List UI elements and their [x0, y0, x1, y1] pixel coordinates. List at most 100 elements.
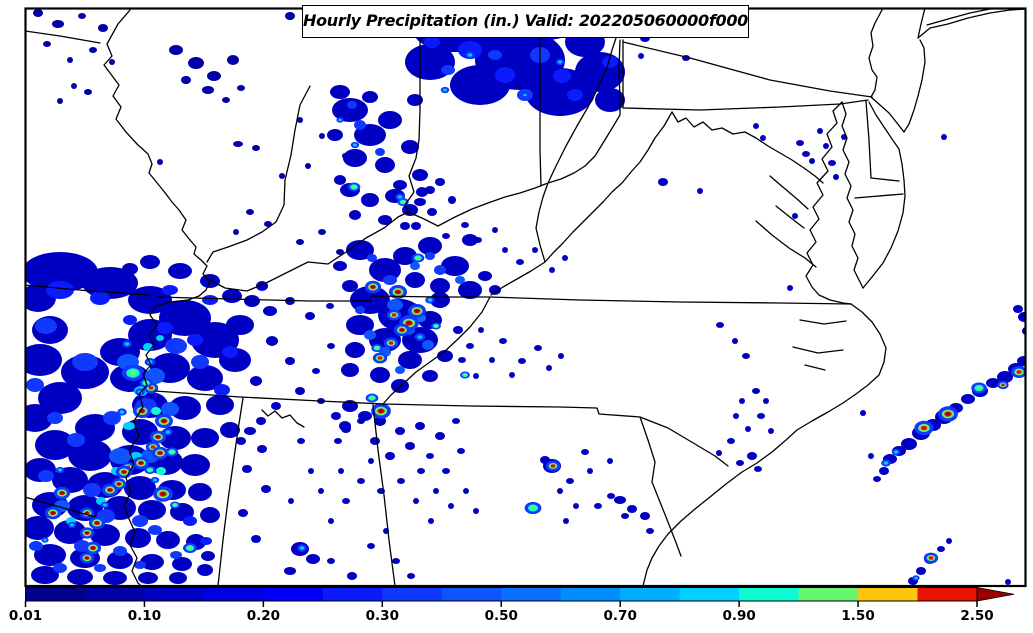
precip-core-g	[148, 468, 152, 472]
precip-blob	[180, 454, 210, 476]
precip-blob	[143, 343, 153, 351]
precip-blob	[518, 358, 526, 364]
precip-blob	[308, 468, 314, 474]
precip-blob	[1013, 305, 1023, 313]
state-border	[103, 9, 211, 585]
precip-blob	[638, 53, 644, 59]
precip-blob	[395, 366, 405, 374]
precip-blob	[1017, 356, 1025, 366]
precip-blob	[33, 9, 43, 17]
precip-blob	[760, 135, 766, 141]
precip-blob	[207, 71, 221, 81]
precip-core-dr	[945, 412, 951, 416]
precip-blob	[573, 503, 579, 509]
precip-blob	[441, 256, 469, 276]
precip-core-g	[173, 503, 177, 507]
precip-blob	[84, 89, 92, 95]
precip-blob	[306, 554, 320, 564]
precip-blob	[244, 427, 256, 435]
precip-blob	[67, 569, 93, 585]
colorbar-tick-label: 0.20	[247, 608, 280, 624]
state-border	[865, 100, 900, 182]
state-border	[622, 99, 869, 111]
precip-blob	[334, 438, 342, 444]
precip-blob	[347, 101, 357, 109]
precip-blob	[26, 516, 54, 540]
precip-blob	[424, 36, 440, 48]
precip-blob	[367, 254, 377, 262]
precip-blob	[370, 367, 390, 383]
precip-blob	[385, 452, 395, 460]
colorbar-segment	[917, 587, 978, 601]
precip-blob	[495, 67, 515, 83]
precip-core-dr	[400, 328, 404, 332]
precip-blob	[200, 507, 220, 523]
precipitation-layer	[26, 9, 1025, 585]
state-borders-layer	[26, 9, 1025, 585]
precip-blob	[71, 83, 77, 89]
state-border	[217, 397, 244, 585]
precip-blob	[563, 518, 569, 524]
precip-blob	[1018, 312, 1025, 322]
precip-blob	[305, 163, 311, 169]
precip-blob	[478, 271, 492, 281]
precip-blob	[461, 222, 469, 228]
precip-blob	[103, 411, 121, 425]
precip-blob	[271, 402, 281, 410]
colorbar-tick-label: 0.10	[128, 608, 161, 624]
state-border	[547, 39, 621, 184]
colorbar-overflow-arrow	[976, 587, 1015, 602]
state-border	[26, 496, 96, 518]
precip-core-c	[124, 342, 130, 346]
precip-blob	[237, 85, 245, 91]
precip-blob	[336, 249, 344, 255]
precip-core-c	[299, 546, 305, 550]
precip-blob	[183, 516, 197, 526]
precip-blob	[787, 285, 793, 291]
precip-core-c	[165, 430, 171, 434]
state-border	[26, 284, 151, 296]
precip-blob	[763, 398, 769, 404]
precip-blob	[716, 450, 722, 456]
precip-blob	[549, 267, 555, 273]
precip-blob	[326, 303, 334, 309]
precip-blob	[398, 351, 422, 369]
precip-core-dr	[85, 556, 89, 560]
precip-blob	[370, 437, 380, 445]
precip-core-dr	[91, 546, 95, 550]
colorbar-segment	[25, 587, 86, 601]
precip-blob	[156, 335, 164, 341]
state-border	[917, 9, 1025, 39]
precip-blob	[327, 558, 335, 564]
precip-core-dr	[108, 488, 112, 492]
precip-blob	[53, 563, 67, 573]
precip-blob	[128, 286, 172, 314]
state-border	[854, 193, 904, 199]
precip-core-g	[530, 505, 536, 511]
precip-blob	[54, 520, 86, 544]
state-border	[26, 30, 101, 44]
precip-blob	[595, 88, 625, 112]
precip-blob	[378, 215, 392, 225]
precip-blob	[138, 500, 166, 520]
colorbar-segment	[263, 587, 324, 601]
precip-blob	[418, 237, 442, 255]
precip-core-dr	[117, 482, 121, 486]
precip-core-dr	[160, 492, 166, 496]
precip-blob	[621, 513, 629, 519]
precip-blob	[47, 412, 63, 424]
precip-blob	[109, 59, 115, 65]
precip-blob	[401, 140, 419, 154]
map-title-box: Hourly Precipitation (in.) Valid: 202205…	[302, 5, 749, 38]
precip-blob	[395, 427, 405, 435]
precip-blob	[753, 123, 759, 129]
precip-blob	[1022, 327, 1025, 335]
precip-blob	[46, 281, 74, 299]
precip-blob	[546, 365, 552, 371]
state-border	[535, 182, 549, 263]
precip-blob	[244, 295, 260, 307]
precip-blob	[355, 306, 365, 314]
precip-core-g	[129, 370, 137, 376]
precip-blob	[107, 551, 133, 569]
precip-blob	[368, 458, 374, 464]
